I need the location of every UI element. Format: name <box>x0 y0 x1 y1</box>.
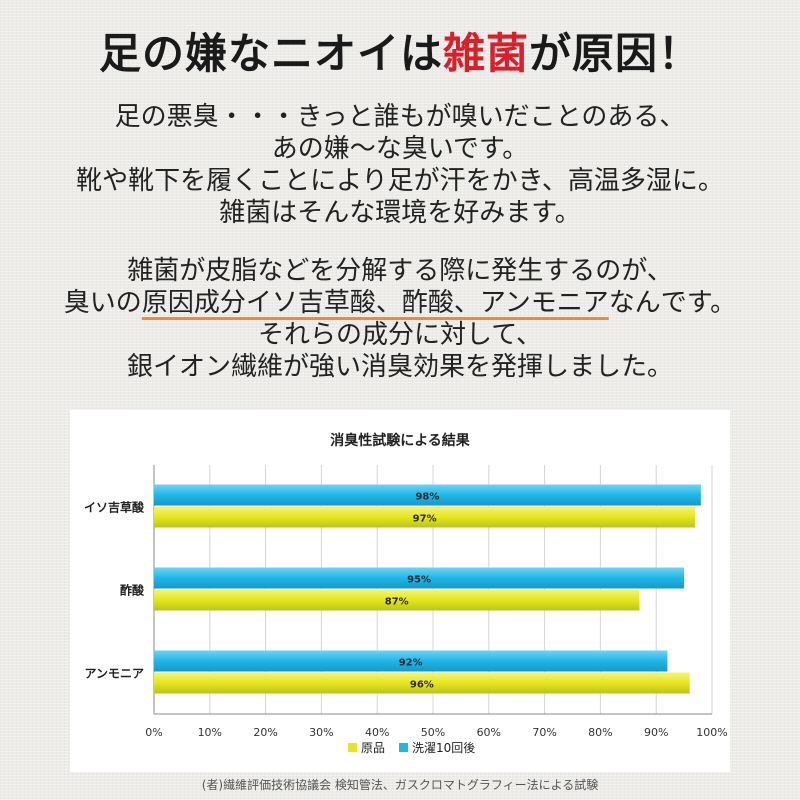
x-tick-label: 80% <box>588 726 612 739</box>
x-tick-label: 10% <box>198 726 222 739</box>
x-tick-label: 90% <box>644 726 668 739</box>
x-tick-label: 40% <box>365 726 389 739</box>
x-tick-label: 50% <box>421 726 445 739</box>
cause-line-1: 雑菌が皮脂などを分解する際に発生するのが、 <box>127 256 673 286</box>
cause-line-2-after: なんです。 <box>608 288 737 318</box>
x-tick-label: 100% <box>696 726 727 739</box>
headline-text-after: が原因！ <box>529 29 702 78</box>
x-tick-label: 30% <box>309 726 333 739</box>
bar-original <box>154 506 696 528</box>
legend-swatch <box>348 743 357 752</box>
intro-line: 雑菌はそんな環境を好みます。 <box>219 198 581 228</box>
legend-label: 洗濯10回後 <box>412 741 475 755</box>
x-tick-label: 70% <box>532 726 556 739</box>
cause-line-2-before: 臭いの <box>63 288 142 318</box>
bar-original <box>154 672 690 694</box>
source-note: (者)繊維評価技術協議会 検知管法、ガスクロマトグラフィー法による試験 <box>201 778 599 792</box>
intro-line: 足の悪臭・・・きっと誰もが嗅いだことのある、 <box>114 102 686 132</box>
intro-paragraph: 足の悪臭・・・きっと誰もが嗅いだことのある、 あの嫌〜な臭いです。 靴や靴下を履… <box>0 101 800 229</box>
bar-after-wash <box>154 567 685 589</box>
cause-components-underlined: 原因成分イソ吉草酸、酢酸、アンモニア <box>141 288 609 318</box>
data-label: 96% <box>410 680 434 691</box>
data-label: 97% <box>413 514 437 525</box>
x-tick-label: 20% <box>253 726 277 739</box>
cause-line-4: 銀イオン繊維が強い消臭効果を発揮しました。 <box>126 352 673 382</box>
category-label: 酢酸 <box>120 583 145 598</box>
category-label: アンモニア <box>84 667 144 681</box>
cause-line-3: それらの成分に対して、 <box>258 320 542 350</box>
bar-original <box>154 589 640 611</box>
data-label: 98% <box>415 492 439 503</box>
data-label: 95% <box>407 575 431 586</box>
headline: 足の嫌なニオイは雑菌が原因！ <box>0 20 800 81</box>
x-tick-label: 0% <box>145 726 162 739</box>
legend-label: 原品 <box>361 741 385 755</box>
legend-swatch <box>399 743 408 752</box>
bar-after-wash <box>154 650 668 672</box>
category-label: イソ吉草酸 <box>84 500 145 515</box>
bar-chart: 0% 10% 20% 30% 40% 50% 60% 70% 80% 90% 100% イソ吉草酸 98… <box>84 465 728 755</box>
chart-title: 消臭性試験による結果 <box>330 433 470 449</box>
intro-line: あの嫌〜な臭いです。 <box>271 134 529 164</box>
bar-after-wash <box>154 484 701 506</box>
data-label: 87% <box>385 597 409 608</box>
chart-panel: 消臭性試験による結果 0% 10% 20% 30% 40% 50% 60% 70% 80% 90%… <box>70 410 730 772</box>
x-tick-label: 60% <box>477 726 501 739</box>
cause-line-2: 臭いの原因成分イソ吉草酸、酢酸、アンモニアなんです。 <box>0 287 800 319</box>
headline-text-before: 足の嫌なニオイは <box>98 29 443 78</box>
headline-highlight: 雑菌 <box>442 29 529 78</box>
intro-line: 靴や靴下を履くことにより足が汗をかき、高温多湿に。 <box>76 166 724 196</box>
cause-paragraph: 雑菌が皮脂などを分解する際に発生するのが、 臭いの原因成分イソ吉草酸、酢酸、アン… <box>0 255 800 383</box>
data-label: 92% <box>399 658 423 669</box>
